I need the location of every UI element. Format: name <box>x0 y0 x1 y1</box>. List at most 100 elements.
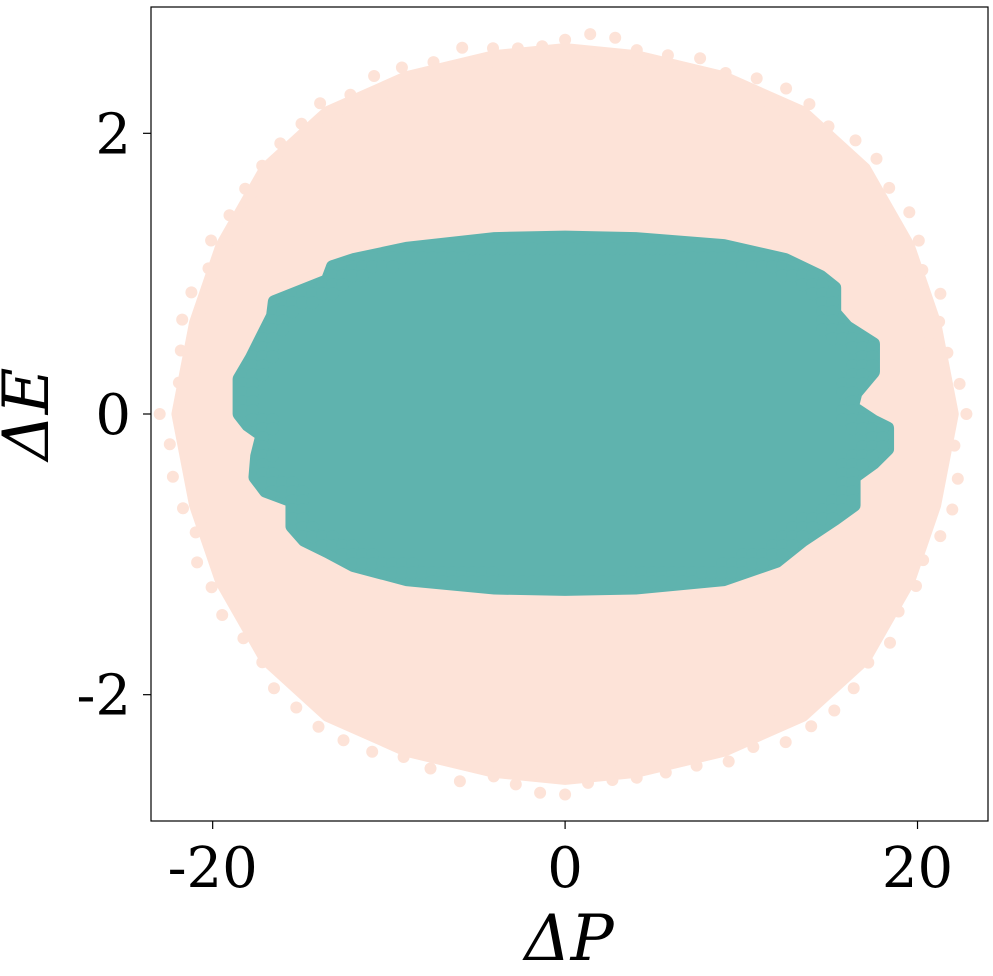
series-0-outlier <box>630 771 643 784</box>
series-0-point <box>921 491 934 504</box>
series-0-outlier <box>295 117 308 130</box>
series-1-point <box>856 332 870 346</box>
series-1-point <box>806 287 820 301</box>
series-0-outlier <box>661 49 674 62</box>
series-0-point <box>336 100 349 113</box>
series-1-point <box>836 503 850 517</box>
series-1-point <box>866 431 880 445</box>
series-0-point <box>919 504 932 517</box>
series-0-point <box>451 62 464 75</box>
series-0-point <box>295 661 308 674</box>
series-1-point <box>366 557 380 571</box>
series-1-point <box>526 233 540 247</box>
series-1-point <box>606 575 620 589</box>
series-1-point <box>846 449 860 463</box>
series-1-point <box>596 233 610 247</box>
series-1-point <box>836 485 850 499</box>
series-1-point <box>846 422 860 436</box>
series-1-point <box>616 242 630 256</box>
series-1-point <box>536 233 550 247</box>
series-0-point <box>593 766 606 779</box>
series-1-point <box>516 233 530 247</box>
series-0-point <box>557 50 570 63</box>
series-1-point <box>296 287 310 301</box>
series-0-outlier <box>822 120 835 133</box>
series-0-point <box>203 323 216 336</box>
series-1-point <box>876 440 890 454</box>
series-1-point <box>466 566 480 580</box>
series-1-point <box>346 260 360 274</box>
series-0-point <box>215 257 228 270</box>
series-1-point <box>686 242 700 256</box>
series-0-point <box>829 143 842 155</box>
series-0-point <box>215 556 228 569</box>
series-1-point <box>246 350 260 364</box>
series-0-outlier <box>509 778 522 791</box>
series-1-point <box>396 557 410 571</box>
series-0-point <box>401 737 414 750</box>
series-0-point <box>932 479 945 492</box>
series-0-point <box>594 49 607 62</box>
series-0-point <box>268 636 281 649</box>
series-1-point <box>866 440 880 454</box>
series-1-point <box>756 260 770 274</box>
series-1-point <box>726 566 740 580</box>
series-1-point <box>356 260 370 274</box>
series-0-outlier <box>779 736 792 749</box>
series-0-outlier <box>312 720 325 733</box>
series-1-point <box>836 458 850 472</box>
series-0-point <box>400 74 413 87</box>
series-1-point <box>746 557 760 571</box>
series-0-outlier <box>630 44 643 57</box>
series-1-point <box>826 494 840 508</box>
series-0-outlier <box>828 704 841 717</box>
series-0-point <box>765 714 778 727</box>
series-0-outlier <box>314 97 327 110</box>
series-1-point <box>586 242 600 256</box>
series-1-point <box>836 386 850 400</box>
series-0-point <box>607 61 620 74</box>
series-1-point <box>836 404 850 418</box>
series-1-point <box>576 233 590 247</box>
series-1-point <box>816 305 830 319</box>
series-1-point <box>846 377 860 391</box>
series-1-point <box>236 368 250 382</box>
series-0-outlier <box>368 70 381 82</box>
series-1-point <box>256 431 270 445</box>
series-1-point <box>736 548 750 562</box>
series-0-point <box>307 688 320 701</box>
series-1-point <box>646 566 660 580</box>
series-0-outlier <box>344 88 357 101</box>
series-0-point <box>254 623 267 636</box>
series-1-point <box>256 476 270 490</box>
series-1-point <box>846 404 860 418</box>
series-1-point <box>336 269 350 283</box>
series-0-outlier <box>917 554 930 567</box>
series-0-outlier <box>189 526 202 539</box>
series-0-point <box>218 246 231 258</box>
series-0-point <box>931 337 944 350</box>
series-0-point <box>218 543 231 556</box>
series-0-outlier <box>256 656 269 669</box>
series-0-point <box>815 142 828 155</box>
series-0-point <box>801 685 814 698</box>
series-0-outlier <box>191 556 204 569</box>
series-0-outlier <box>559 33 572 46</box>
series-0-point <box>828 663 841 675</box>
series-0-point <box>724 725 737 738</box>
series-1-point <box>856 413 870 427</box>
series-1-point <box>796 278 810 292</box>
series-0-point <box>387 89 400 102</box>
series-1-point <box>706 566 720 580</box>
series-0-outlier <box>205 581 218 594</box>
series-1-point <box>316 287 330 301</box>
series-0-point <box>242 594 255 607</box>
series-1-point <box>246 377 260 391</box>
series-1-point <box>766 548 780 562</box>
series-1-point <box>336 278 350 292</box>
series-1-point <box>286 296 300 310</box>
series-0-point <box>229 581 242 594</box>
series-0-point <box>839 152 852 165</box>
series-0-point <box>231 232 244 245</box>
series-0-point <box>726 90 739 102</box>
